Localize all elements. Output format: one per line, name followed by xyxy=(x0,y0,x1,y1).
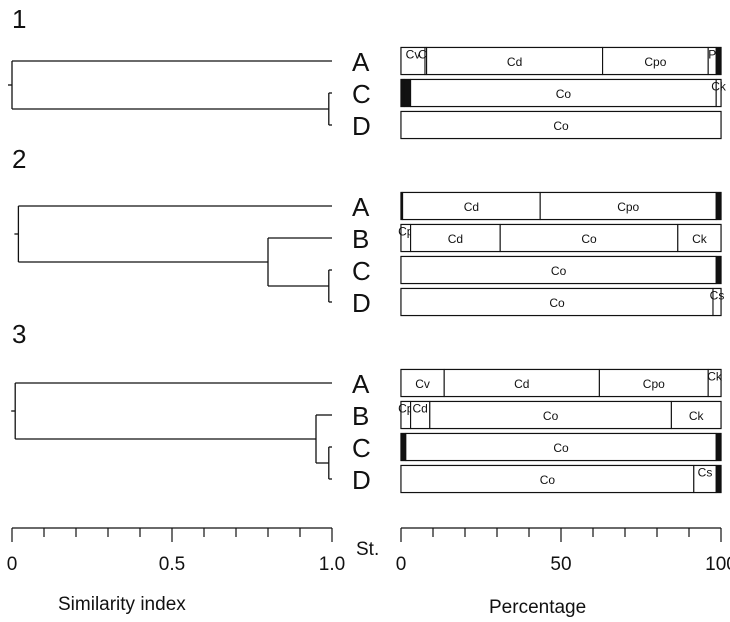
bar-segment xyxy=(715,78,722,108)
segment-label: Ck xyxy=(711,80,727,94)
segment-label: Cs xyxy=(698,466,713,480)
similarity-tick-label: 0 xyxy=(7,554,18,575)
station-label-B: B xyxy=(352,401,369,431)
bar-segment xyxy=(402,191,541,221)
bar-row-B: Cp Cd Co Ck xyxy=(398,223,722,253)
station-label-B: B xyxy=(352,224,369,254)
segment-label: Co xyxy=(553,119,569,133)
similarity-tick-label: 0.5 xyxy=(159,554,185,575)
segment-label: Ck xyxy=(692,232,708,246)
segment-label: Cd xyxy=(514,377,529,391)
bar-segment xyxy=(715,191,722,221)
segment-label: Co xyxy=(553,441,569,455)
bar-segment xyxy=(429,400,672,430)
panel-number: 3 xyxy=(12,319,26,349)
bar-row-D: Co Cs xyxy=(400,287,725,317)
bar-segment xyxy=(715,464,722,494)
bar-row-C: Co xyxy=(400,432,722,462)
station-label-A: A xyxy=(352,192,370,222)
bar-segment xyxy=(670,400,722,430)
bar-segment xyxy=(707,368,722,398)
segment-label: Cv xyxy=(406,48,421,62)
bar-segment xyxy=(400,464,695,494)
bar-segment xyxy=(602,46,709,76)
bar-row-A: Cd Cpo xyxy=(400,191,722,221)
bar-segment xyxy=(400,110,722,140)
bar-segment xyxy=(715,46,722,76)
segment-label: Co xyxy=(581,232,597,246)
bar-segment xyxy=(400,287,714,317)
segment-label: Ck xyxy=(689,409,705,423)
station-label-C: C xyxy=(352,79,371,109)
similarity-tick-label: 1.0 xyxy=(319,554,345,575)
station-label-D: D xyxy=(352,288,371,318)
bar-row-C: Co Ck xyxy=(400,78,727,108)
station-label-C: C xyxy=(352,256,371,286)
segment-label: Co xyxy=(543,409,559,423)
bar-row-D: Co Cs xyxy=(400,464,722,494)
bar-row-C: Co xyxy=(400,255,722,285)
segment-label: Co xyxy=(556,87,572,101)
station-label-D: D xyxy=(352,465,371,495)
segment-label: Cd xyxy=(507,55,522,69)
segment-label: Cpo xyxy=(643,377,665,391)
segment-label: Cs xyxy=(710,289,725,303)
bar-segment xyxy=(443,368,600,398)
percentage-tick-label: 0 xyxy=(396,554,407,575)
percentage-tick-label: 50 xyxy=(550,554,571,575)
bar-segment xyxy=(400,432,407,462)
percentage-axis-title: Percentage xyxy=(489,597,586,618)
segment-label: Cd xyxy=(448,232,463,246)
station-label-A: A xyxy=(352,369,370,399)
segment-label: Cp xyxy=(398,225,414,239)
segment-label: Cpo xyxy=(644,55,666,69)
bar-row-D: Co xyxy=(400,110,722,140)
station-label-D: D xyxy=(352,111,371,141)
segment-label: Cv xyxy=(415,377,430,391)
segment-label: Co xyxy=(540,473,556,487)
similarity-axis-title: Similarity index xyxy=(58,594,186,615)
bar-segment xyxy=(712,287,722,317)
percentage-tick-label: 100 xyxy=(705,554,730,575)
station-axis-label: St. xyxy=(356,539,379,560)
segment-label: Co xyxy=(551,264,567,278)
bar-segment xyxy=(715,255,722,285)
panel-number: 2 xyxy=(12,144,26,174)
segment-label: Ck xyxy=(707,370,723,384)
bar-segment xyxy=(410,78,717,108)
bar-segment xyxy=(400,368,445,398)
segment-label: Cpo xyxy=(617,200,639,214)
bar-segment xyxy=(677,223,722,253)
bar-segment xyxy=(400,255,717,285)
axes-layer: St. Similarity index Percentage 0 0.5 1.0 0… xyxy=(7,527,730,618)
segment-label: Cd xyxy=(464,200,479,214)
station-label-A: A xyxy=(352,47,370,77)
segment-label: P xyxy=(708,48,716,62)
segment-label: Cp xyxy=(398,402,414,416)
bar-segment xyxy=(715,432,722,462)
bar-segment xyxy=(426,46,604,76)
bar-segment xyxy=(598,368,709,398)
bar-row-A: Cv Cd Cpo Ck xyxy=(400,368,723,398)
panel-number: 1 xyxy=(12,4,26,34)
segment-label: Co xyxy=(549,296,565,310)
segment-label: Cd xyxy=(413,402,428,416)
station-label-C: C xyxy=(352,433,371,463)
bar-segment xyxy=(400,46,426,76)
bar-segment xyxy=(403,78,412,108)
bar-segment xyxy=(539,191,717,221)
